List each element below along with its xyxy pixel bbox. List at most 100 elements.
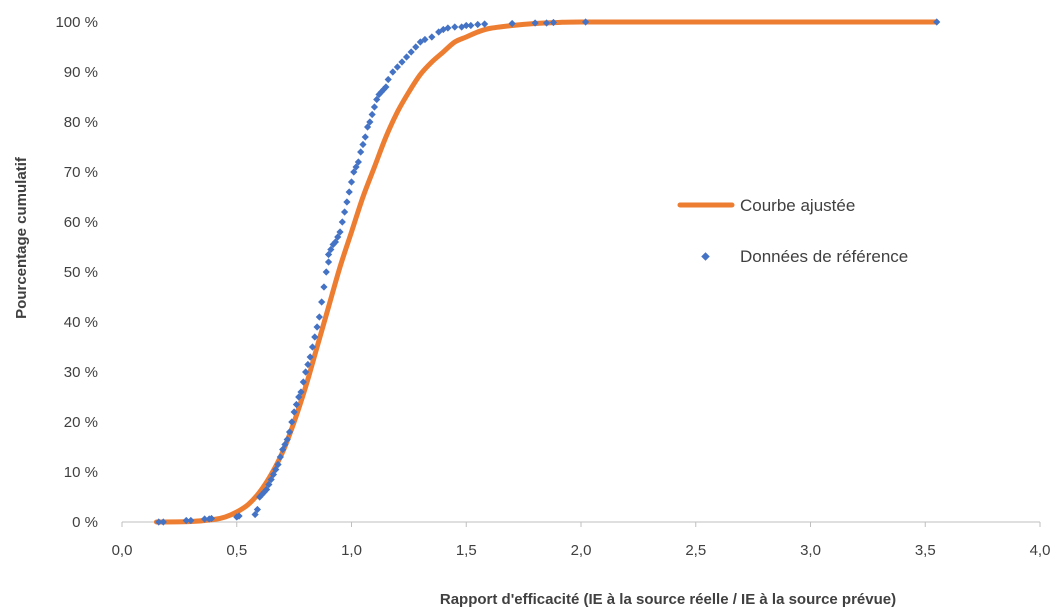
data-point: [481, 20, 489, 28]
data-point: [283, 435, 291, 444]
data-point: [398, 58, 406, 66]
data-point: [416, 38, 424, 46]
data-point: [350, 168, 358, 176]
data-point: [343, 198, 351, 206]
data-point: [384, 75, 392, 84]
data-point: [435, 28, 443, 36]
data-point: [201, 515, 209, 523]
data-point: [272, 465, 280, 474]
x-tick-label: 2,0: [571, 542, 592, 559]
y-tick-label: 10 %: [64, 464, 98, 481]
data-point: [304, 360, 312, 369]
data-point: [345, 188, 353, 196]
y-tick-label: 80 %: [64, 114, 98, 131]
data-point: [382, 83, 390, 91]
y-tick-label: 70 %: [64, 164, 98, 181]
data-point: [262, 485, 271, 494]
data-point: [357, 148, 365, 156]
data-point: [389, 68, 397, 76]
x-axis-title: Rapport d'efficacité (IE à la source rée…: [440, 591, 896, 608]
data-point: [159, 518, 167, 526]
y-tick-label: 20 %: [64, 414, 98, 431]
legend-label-fitted-curve: Courbe ajustée: [740, 196, 855, 215]
data-point: [267, 475, 275, 484]
y-tick-label: 60 %: [64, 214, 98, 231]
data-point: [265, 480, 273, 489]
data-point: [308, 343, 317, 351]
data-point: [334, 233, 342, 241]
data-point: [366, 118, 374, 126]
data-point: [311, 333, 319, 341]
data-point: [235, 512, 243, 520]
data-point: [363, 123, 372, 131]
data-point: [393, 63, 401, 71]
data-point: [207, 514, 216, 523]
legend-label-reference-data: Données de référence: [740, 247, 908, 266]
data-point: [354, 158, 362, 166]
data-point: [281, 440, 289, 449]
data-point: [451, 23, 459, 31]
data-point: [299, 378, 307, 386]
data-points-layer: [155, 18, 941, 526]
data-point: [352, 163, 360, 171]
legend-marker-swatch: [701, 252, 710, 261]
data-point: [279, 445, 287, 454]
data-point: [336, 228, 344, 236]
data-point: [297, 388, 305, 396]
x-tick-label: 2,5: [685, 542, 706, 559]
data-point: [276, 453, 284, 461]
data-point: [531, 19, 539, 27]
data-point: [306, 353, 314, 361]
data-point: [439, 25, 447, 34]
data-point: [292, 400, 301, 409]
data-point: [549, 18, 558, 27]
legend: Courbe ajustée Données de référence: [677, 196, 908, 266]
data-point: [331, 238, 340, 246]
y-tick-label: 100 %: [55, 14, 98, 31]
data-point: [269, 470, 278, 479]
data-point: [187, 516, 195, 525]
data-point: [274, 460, 282, 469]
y-tick-label: 90 %: [64, 64, 98, 81]
data-point: [361, 133, 369, 141]
data-point: [295, 393, 303, 401]
data-point: [341, 208, 349, 216]
data-point: [182, 516, 190, 525]
data-point: [377, 88, 385, 96]
x-tick-label: 0,5: [226, 542, 247, 559]
data-point: [373, 95, 381, 104]
data-point: [302, 368, 310, 376]
x-tick-label: 0,0: [112, 542, 133, 559]
data-point: [324, 258, 333, 266]
data-point: [324, 250, 333, 259]
y-tick-label: 30 %: [64, 364, 98, 381]
x-tick-label: 1,5: [456, 542, 477, 559]
data-point: [467, 21, 475, 30]
y-tick-label: 40 %: [64, 314, 98, 331]
data-point: [253, 505, 262, 514]
data-point: [933, 18, 941, 26]
data-point: [444, 24, 452, 32]
data-point: [338, 218, 346, 226]
data-point: [322, 268, 330, 276]
data-point: [288, 418, 296, 426]
y-tick-label: 0 %: [72, 514, 98, 531]
data-point: [327, 245, 335, 254]
data-point: [407, 48, 415, 56]
data-point: [421, 35, 429, 44]
x-tick-label: 1,0: [341, 542, 362, 559]
data-point: [462, 21, 470, 30]
fitted-curve-layer: [153, 19, 940, 525]
data-point: [368, 110, 376, 119]
data-point: [290, 408, 298, 416]
data-point: [370, 103, 379, 111]
y-tick-labels: 0 % 10 % 20 % 30 % 40 % 50 % 60 % 70 % 80 % 90 % 1…: [55, 14, 98, 531]
data-point: [428, 33, 436, 41]
y-axis-title: Pourcentage cumulatif: [13, 156, 30, 319]
x-tick-label: 3,0: [800, 542, 821, 559]
data-point: [359, 140, 367, 149]
data-point: [318, 298, 326, 306]
data-point: [581, 18, 590, 26]
data-point: [251, 510, 259, 519]
